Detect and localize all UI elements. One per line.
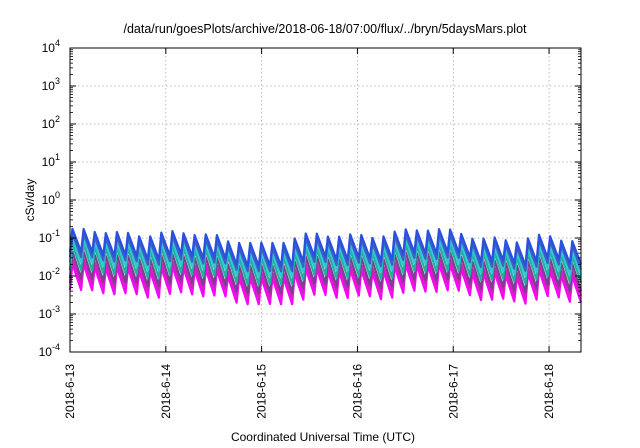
x-tick-label: 2018-6-14 (159, 364, 173, 419)
y-tick-label: 101 (42, 152, 60, 169)
y-tick-label: 102 (42, 114, 60, 131)
x-tick-label: 2018-6-18 (542, 364, 556, 419)
y-tick-label: 103 (42, 76, 60, 93)
x-tick-label: 2018-6-15 (255, 364, 269, 419)
x-tick-labels: 2018-6-13 2018-6-14 2018-6-15 2018-6-16 2018… (63, 364, 556, 419)
y-tick-label: 10-3 (39, 304, 60, 321)
series-line-6 (68, 227, 583, 268)
y-tick-label: 10-1 (39, 228, 60, 245)
grid-lines (70, 48, 581, 352)
y-tick-label: 10-4 (39, 342, 60, 359)
y-tick-label: 100 (42, 190, 60, 207)
y-tick-label: 10-2 (39, 266, 60, 283)
chart-title: /data/run/goesPlots/archive/2018-06-18/0… (123, 22, 527, 36)
x-tick-label: 2018-6-13 (63, 364, 77, 419)
x-tick-label: 2018-6-17 (446, 364, 460, 419)
axis-ticks (69, 47, 581, 353)
y-tick-labels: 104 103 102 101 100 10-1 10-2 10-3 10-4 (39, 38, 60, 359)
y-axis-label: cSv/day (23, 179, 37, 222)
series-layer (68, 227, 583, 306)
y-tick-label: 104 (42, 38, 60, 55)
x-tick-label: 2018-6-16 (350, 364, 364, 419)
x-axis-label: Coordinated Universal Time (UTC) (231, 430, 415, 444)
